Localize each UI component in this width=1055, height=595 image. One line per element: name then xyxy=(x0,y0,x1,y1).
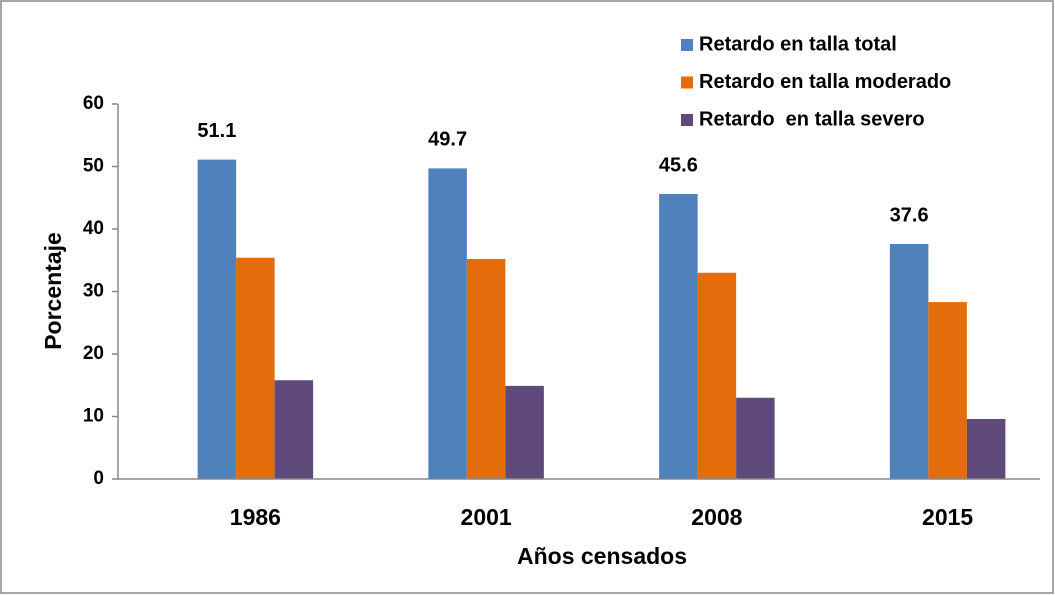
legend-swatch xyxy=(681,76,693,89)
y-tick-label: 40 xyxy=(83,218,104,239)
legend-label: Retardo en talla severo xyxy=(699,108,925,130)
bar xyxy=(697,272,737,479)
legend-swatch xyxy=(681,114,693,126)
data-label: 45.6 xyxy=(659,154,698,176)
x-tick-label: 2001 xyxy=(461,504,512,530)
bar xyxy=(889,244,929,479)
bar xyxy=(274,380,314,479)
y-axis-title: Porcentaje xyxy=(40,232,66,350)
bar xyxy=(236,257,275,479)
x-tick-label: 2015 xyxy=(922,504,973,530)
bar xyxy=(505,385,544,479)
y-tick-label: 30 xyxy=(83,281,104,302)
bar xyxy=(659,194,698,479)
y-tick-label: 10 xyxy=(83,406,104,427)
legend-label: Retardo en talla total xyxy=(699,33,897,55)
bar xyxy=(966,419,1006,479)
bar xyxy=(466,259,506,479)
x-tick-label: 1986 xyxy=(230,504,281,530)
bar xyxy=(736,397,775,479)
legend-swatch xyxy=(681,39,693,51)
data-label: 37.6 xyxy=(890,204,929,226)
x-tick-label: 2008 xyxy=(691,504,742,530)
x-axis-title: Años censados xyxy=(517,543,687,569)
y-tick-label: 50 xyxy=(83,156,104,177)
y-tick-label: 20 xyxy=(83,343,104,364)
bar xyxy=(928,302,967,479)
data-label: 49.7 xyxy=(428,129,467,151)
legend-label: Retardo en talla moderado xyxy=(699,71,951,93)
data-label: 51.1 xyxy=(197,120,236,142)
bar xyxy=(428,168,467,479)
bar xyxy=(197,159,237,479)
y-tick-label: 0 xyxy=(93,468,104,489)
y-tick-label: 60 xyxy=(83,93,104,114)
